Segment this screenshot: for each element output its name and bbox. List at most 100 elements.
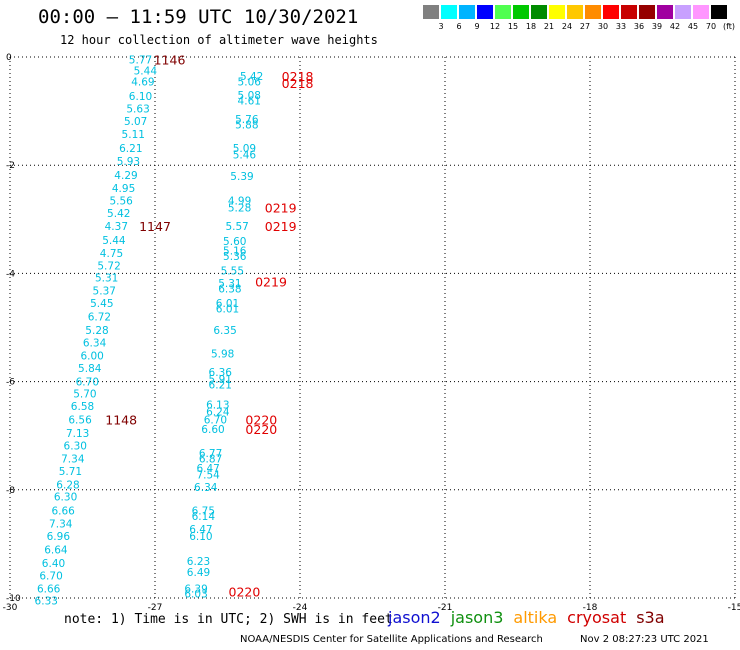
pass-time: 0220: [245, 422, 277, 437]
swh-value: 6.47: [196, 463, 219, 475]
swh-value: 5.88: [235, 120, 258, 132]
swh-value: 6.49: [187, 567, 210, 579]
x-tick-label: -30: [3, 603, 18, 613]
colorbar-label: 21: [543, 22, 555, 31]
swh-value: 5.42: [240, 71, 263, 83]
chart-title: 00:00 – 11:59 UTC 10/30/2021: [38, 6, 359, 28]
colorbar-swatch: [477, 5, 493, 19]
swh-value: 5.08: [238, 90, 261, 102]
swh-value: 5.71: [59, 466, 82, 478]
swh-value: 5.72: [97, 260, 120, 272]
swh-value: 4.95: [112, 183, 135, 195]
pass-time: 0220: [229, 585, 261, 600]
colorbar-swatch: [459, 5, 475, 19]
swh-value: 6.00: [80, 351, 103, 363]
swh-value: 6.64: [44, 544, 68, 556]
swh-value: 7.13: [66, 428, 89, 440]
swh-value: 6.36: [209, 367, 233, 379]
swh-value: 5.70: [73, 389, 96, 401]
plot-axes: -30 -27 -24 -21 -18 -15 0 -2 -4 -6 -8 -10: [3, 53, 740, 613]
swh-value: 6.10: [189, 531, 212, 543]
colorbar-label: 18: [525, 22, 537, 31]
colorbar-swatch: [621, 5, 637, 19]
swh-value: 4.29: [114, 170, 137, 182]
colorbar-swatch: [495, 5, 511, 19]
swh-value: 6.87: [199, 453, 222, 465]
colorbar-label: 9: [474, 22, 480, 31]
colorbar-label: 27: [579, 22, 591, 31]
swh-value: 5.98: [211, 348, 234, 360]
swh-value: 5.39: [230, 171, 253, 183]
swh-value: 5.55: [221, 266, 244, 278]
swh-value: 5.09: [233, 143, 256, 155]
satellite-cryosat: cryosat: [567, 608, 627, 627]
y-tick-label: -10: [6, 594, 21, 604]
swh-value: 6.30: [54, 491, 77, 503]
swh-value: 6.40: [42, 558, 65, 570]
swh-value: 6.03: [184, 589, 207, 601]
swh-value: 5.57: [225, 221, 248, 233]
swh-value: 5.44: [102, 235, 126, 247]
swh-value: 5.31: [95, 273, 118, 285]
y-tick-label: 0: [6, 53, 12, 63]
swh-value: 6.70: [39, 570, 62, 582]
swh-value: 6.56: [68, 414, 92, 426]
satellite-altika: altika: [513, 608, 558, 627]
swh-value: 6.47: [189, 524, 212, 536]
swh-value: 5.37: [93, 286, 116, 298]
swh-value: 7.34: [61, 453, 85, 465]
swh-value: 6.01: [216, 298, 239, 310]
swh-value: 6.21: [209, 379, 232, 391]
pass-time: 0219: [255, 275, 287, 290]
colorbar-label: 45: [687, 22, 699, 31]
swh-value: 5.28: [228, 202, 251, 214]
swh-value: 6.35: [213, 325, 236, 337]
swh-value: 5.76: [235, 114, 259, 126]
pass-time: 1148: [105, 412, 137, 427]
swh-value: 6.96: [47, 531, 71, 543]
swh-value: 6.39: [184, 583, 207, 595]
pass-time: 0220: [245, 412, 277, 427]
satellite-jason2: jason2: [388, 608, 441, 627]
swh-value: 5.44: [134, 66, 158, 78]
swh-value: 6.58: [71, 401, 94, 413]
swh-value: 6.60: [201, 424, 224, 436]
swh-value: 5.11: [122, 129, 145, 141]
y-tick-label: -4: [6, 269, 15, 279]
swh-value: 6.14: [192, 511, 216, 523]
swh-value: 5.06: [238, 76, 262, 88]
swh-value: 6.38: [218, 284, 241, 296]
colorbar-label: 33: [615, 22, 627, 31]
x-tick-label: -27: [148, 603, 163, 613]
swh-value: 6.28: [56, 479, 79, 491]
swh-value: 5.46: [233, 149, 257, 161]
colorbar-swatch: [711, 5, 727, 19]
satellite-jason3: jason3: [450, 608, 504, 627]
colorbar-swatch: [423, 5, 439, 19]
colorbar-swatch: [657, 5, 673, 19]
colorbar-label: 6: [456, 22, 462, 31]
credit-line: NOAA/NESDIS Center for Satellite Applica…: [240, 634, 543, 645]
colorbar-label: 30: [597, 22, 609, 31]
satellite-legend: jason2 jason3 altika cryosat s3a: [388, 608, 675, 627]
swh-value: 6.34: [194, 482, 218, 494]
colorbar-label: 36: [633, 22, 645, 31]
colorbar-label: (ft): [722, 22, 736, 31]
pass-time: 0219: [265, 200, 297, 215]
colorbar-label: 3: [438, 22, 444, 31]
swh-value: 6.75: [192, 505, 215, 517]
swh-value: 4.69: [131, 76, 154, 88]
swh-value: 6.70: [204, 414, 227, 426]
colorbar-swatch: [549, 5, 565, 19]
swh-value: 6.01: [216, 304, 239, 316]
swh-value: 6.77: [199, 448, 222, 460]
swh-value: 4.37: [105, 221, 128, 233]
x-tick-label: -15: [728, 603, 740, 613]
pass-time: 1147: [139, 219, 171, 234]
swh-value: 5.77: [129, 55, 152, 67]
swh-value: 6.10: [129, 91, 152, 103]
satellite-s3a: s3a: [636, 608, 665, 627]
swh-value: 6.34: [83, 338, 107, 350]
swh-value: 5.31: [218, 278, 241, 290]
